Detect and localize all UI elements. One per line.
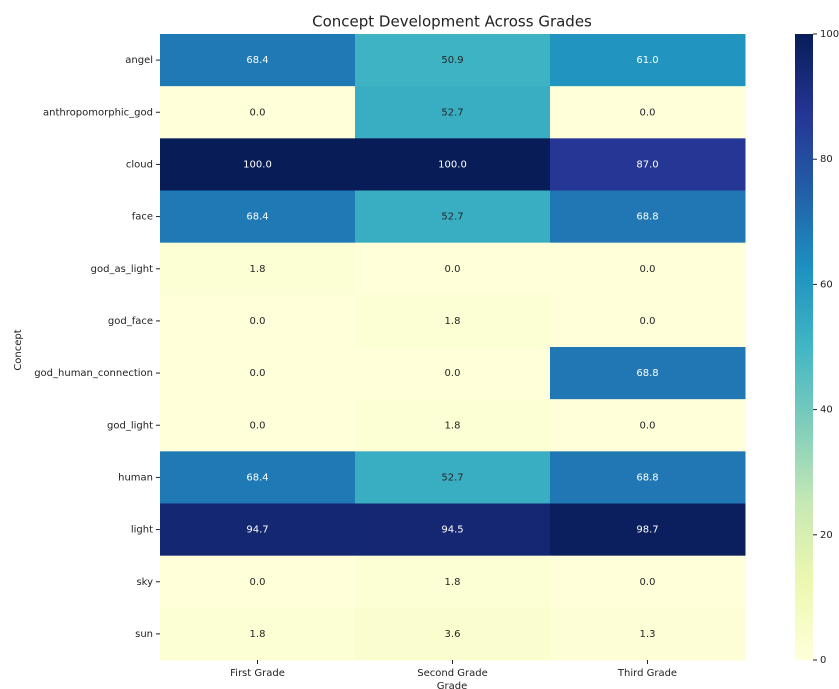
cell-label: 0.0 [640, 264, 656, 275]
x-tick-label: Third Grade [617, 668, 677, 679]
heatmap-cell [160, 242, 356, 296]
cell-label: 0.0 [250, 107, 266, 118]
cell-label: 1.8 [250, 629, 266, 640]
heatmap-cell [160, 34, 356, 87]
cell-label: 100.0 [438, 159, 467, 170]
heatmap-cell [550, 34, 746, 87]
y-tick-label: anthropomorphic_god [43, 107, 153, 118]
y-tick-label: light [131, 525, 153, 536]
heatmap-cell [160, 451, 356, 504]
heatmap-cell [160, 555, 356, 609]
colorbar-tick-label: 60 [820, 279, 833, 290]
heatmap-cell [550, 138, 746, 191]
cell-label: 50.9 [441, 55, 463, 66]
cell-label: 68.8 [636, 368, 658, 379]
cell-label: 1.3 [640, 629, 656, 640]
heatmap-cell [160, 294, 356, 348]
y-tick-label: face [132, 212, 153, 223]
y-tick-label: cloud [126, 159, 153, 170]
heatmap-cell [160, 86, 356, 139]
cell-label: 1.8 [250, 264, 266, 275]
heatmap-cell [550, 242, 746, 296]
cell-label: 68.4 [246, 55, 268, 66]
cell-label: 52.7 [441, 212, 463, 223]
y-tick-label: sun [135, 629, 153, 640]
y-tick-label: god_light [107, 420, 153, 431]
heatmap-cell [355, 555, 551, 609]
cell-label: 52.7 [441, 107, 463, 118]
heatmap-cell [160, 607, 356, 661]
heatmap-cell [355, 607, 551, 661]
heatmap-cell [550, 503, 746, 557]
cell-label: 68.8 [636, 472, 658, 483]
heatmap-cell [160, 503, 356, 557]
heatmap-cell [550, 86, 746, 139]
heatmap-cell [355, 451, 551, 504]
heatmap-cell [160, 138, 356, 191]
heatmap-cell [550, 607, 746, 661]
heatmap-cell [550, 451, 746, 504]
x-tick-label: Second Grade [417, 668, 487, 679]
cell-label: 61.0 [636, 55, 658, 66]
y-tick-label: sky [136, 577, 153, 588]
cell-label: 1.8 [445, 577, 461, 588]
heatmap-cell [355, 34, 551, 87]
cell-label: 68.4 [246, 472, 268, 483]
cell-label: 1.8 [445, 420, 461, 431]
y-tick-label: angel [125, 55, 153, 66]
heatmap-cell [355, 347, 551, 400]
colorbar-tick-label: 0 [820, 655, 826, 666]
cell-label: 0.0 [640, 577, 656, 588]
colorbar-tick-label: 80 [820, 154, 833, 165]
colorbar-tick-label: 40 [820, 405, 833, 416]
x-axis-label: Grade [437, 681, 468, 689]
y-tick-label: god_as_light [91, 264, 153, 275]
heatmap-cell [550, 190, 746, 244]
x-tick-label: First Grade [230, 668, 285, 679]
cell-label: 52.7 [441, 472, 463, 483]
cell-label: 0.0 [445, 368, 461, 379]
heatmap-cell [160, 399, 356, 452]
cell-label: 87.0 [636, 159, 658, 170]
y-axis-label: Concept [13, 329, 24, 370]
cell-label: 100.0 [243, 159, 272, 170]
heatmap-cell [355, 294, 551, 348]
cell-label: 98.7 [636, 525, 658, 536]
colorbar [795, 34, 813, 660]
cell-label: 0.0 [640, 420, 656, 431]
heatmap-cell [550, 399, 746, 452]
heatmap-cell [355, 503, 551, 557]
cell-label: 0.0 [250, 420, 266, 431]
cell-label: 94.5 [441, 525, 463, 536]
cell-label: 0.0 [445, 264, 461, 275]
cell-label: 0.0 [250, 316, 266, 327]
y-tick-label: god_face [108, 316, 153, 327]
cell-label: 0.0 [640, 316, 656, 327]
cell-label: 68.8 [636, 212, 658, 223]
y-tick-label: god_human_connection [34, 368, 153, 379]
heatmap-cell [160, 190, 356, 244]
cell-label: 3.6 [445, 629, 461, 640]
heatmap-cell [160, 347, 356, 400]
cell-label: 1.8 [445, 316, 461, 327]
cell-label: 68.4 [246, 212, 268, 223]
heatmap-cell [550, 294, 746, 348]
cell-label: 94.7 [246, 525, 268, 536]
colorbar-tick-label: 20 [820, 530, 833, 541]
chart-title: Concept Development Across Grades [312, 13, 592, 31]
colorbar-tick-label: 100 [820, 29, 839, 40]
heatmap-cell [550, 347, 746, 400]
heatmap-cell [355, 138, 551, 191]
heatmap-cell [355, 190, 551, 244]
cell-label: 0.0 [250, 577, 266, 588]
heatmap-cell [355, 86, 551, 139]
y-tick-label: human [118, 472, 153, 483]
heatmap-cell [550, 555, 746, 609]
heatmap-cell [355, 399, 551, 452]
cell-label: 0.0 [250, 368, 266, 379]
cell-label: 0.0 [640, 107, 656, 118]
heatmap-cell [355, 242, 551, 296]
